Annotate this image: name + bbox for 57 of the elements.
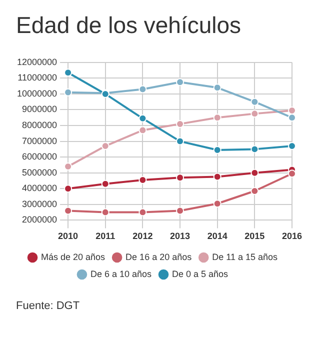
legend-label: De 6 a 10 años [90,268,152,279]
point [288,106,296,115]
point [213,114,222,122]
legend-label: De 0 a 5 años [172,268,229,279]
y-tick-label: 5000000 [22,167,58,178]
point [138,85,147,94]
point [250,98,259,106]
point [250,110,259,118]
chart-title: Edad de los vehículos [16,12,242,39]
x-tick-label: 2010 [58,231,78,242]
y-tick-label: 9000000 [22,104,58,114]
source-note: Fuente: DGT [16,300,80,312]
point [138,176,147,184]
point [64,184,72,193]
point [64,206,72,215]
point [176,78,184,86]
y-tick-label: 8000000 [22,120,58,130]
y-tick-label: 3000000 [22,198,58,209]
point [101,142,110,150]
point [138,208,147,216]
point [64,68,72,77]
point [213,84,222,92]
point [138,126,147,134]
x-tick-label: 2015 [244,231,265,242]
point [138,114,147,122]
point [250,187,259,196]
point [176,137,184,146]
point [64,88,72,96]
point [101,208,110,216]
point [213,172,222,181]
y-tick-label: 12000000 [16,56,58,67]
legend-label: Más de 20 años [41,252,106,262]
y-tick-label: 2000000 [22,214,58,225]
point [64,162,72,171]
x-tick-label: 2013 [170,231,190,242]
x-tick-label: 2014 [207,231,228,242]
point [176,120,184,128]
point [101,180,110,188]
y-tick-label: 6000000 [22,152,58,162]
y-tick-label: 11000000 [18,72,58,83]
point [213,200,222,208]
legend-label: De 11 a 15 años [212,252,278,262]
y-tick-label: 4000000 [22,183,58,194]
point [213,146,222,154]
y-tick-label: 10000000 [16,88,58,98]
y-tick-label: 7000000 [22,136,58,146]
point [288,114,296,122]
point [176,206,184,215]
point [176,174,184,182]
point [250,168,259,177]
x-tick-label: 2012 [132,231,153,242]
point [250,145,259,154]
point [288,170,296,178]
point [288,142,296,150]
legend-label: De 16 a 20 años [126,252,192,262]
x-tick-label: 2011 [96,231,116,242]
x-tick-label: 2016 [282,231,302,242]
